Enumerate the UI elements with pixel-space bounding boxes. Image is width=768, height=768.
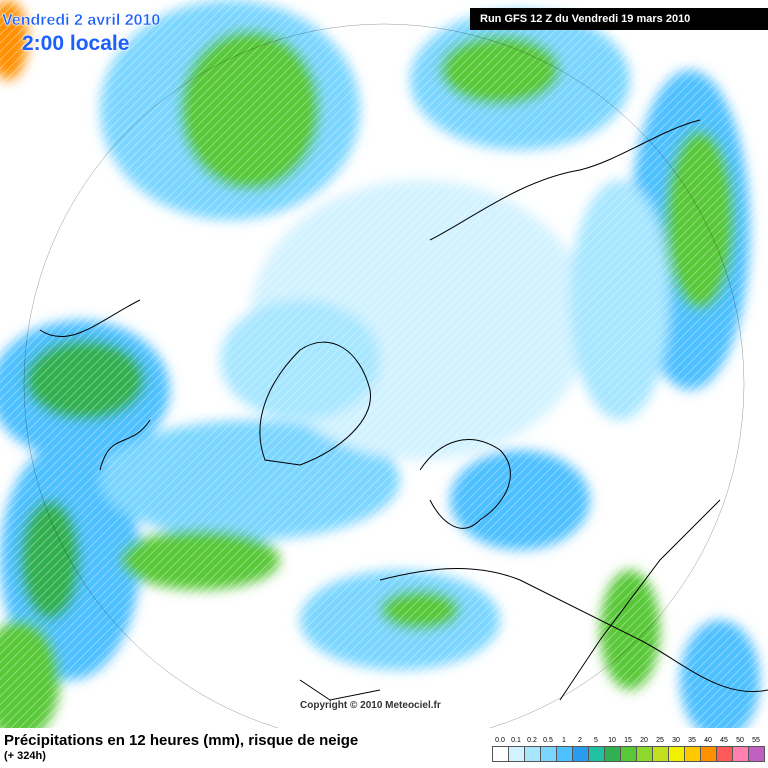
- legend-entry: 25: [652, 737, 669, 762]
- legend-swatch: [604, 746, 621, 762]
- legend-label: 30: [672, 737, 680, 744]
- legend-entry: 45: [716, 737, 733, 762]
- legend-label: 0.0: [495, 737, 505, 744]
- legend-swatch: [748, 746, 765, 762]
- legend-entry: 1: [556, 737, 573, 762]
- legend-entry: 55: [748, 737, 765, 762]
- legend-entry: 50: [732, 737, 749, 762]
- time: 2:00 locale: [22, 32, 130, 55]
- legend-entry: 10: [604, 737, 621, 762]
- map: [0, 0, 768, 728]
- legend-label: 10: [608, 737, 616, 744]
- legend-swatch: [588, 746, 605, 762]
- legend-label: 0.2: [527, 737, 537, 744]
- legend: 0.0 0.1 0.2 0.5 1 2 5 10 15 20 25 30 35 40 45 50 55: [492, 737, 765, 762]
- legend-swatch: [684, 746, 701, 762]
- legend-label: 20: [640, 737, 648, 744]
- legend-entry: 15: [620, 737, 637, 762]
- legend-swatch: [620, 746, 637, 762]
- legend-label: 1: [562, 737, 566, 744]
- legend-entry: 0.1: [508, 737, 525, 762]
- legend-swatch: [716, 746, 733, 762]
- legend-label: 50: [736, 737, 744, 744]
- coastlines: [39, 119, 768, 701]
- legend-label: 25: [656, 737, 664, 744]
- legend-entry: 5: [588, 737, 605, 762]
- legend-entry: 0.5: [540, 737, 557, 762]
- legend-swatch: [700, 746, 717, 762]
- legend-entry: 2: [572, 737, 589, 762]
- legend-entry: 40: [700, 737, 717, 762]
- legend-label: 2: [578, 737, 582, 744]
- legend-entry: 0.2: [524, 737, 541, 762]
- legend-entry: 30: [668, 737, 685, 762]
- footer-title: Précipitations en 12 heures (mm), risque…: [4, 732, 359, 749]
- legend-label: 15: [624, 737, 632, 744]
- legend-swatch: [652, 746, 669, 762]
- legend-swatch: [556, 746, 573, 762]
- legend-label: 5: [594, 737, 598, 744]
- legend-swatch: [508, 746, 525, 762]
- copyright: Copyright © 2010 Meteociel.fr: [300, 700, 441, 711]
- footer-lead: (+ 324h): [4, 750, 46, 762]
- legend-label: 40: [704, 737, 712, 744]
- legend-swatch: [572, 746, 589, 762]
- legend-label: 55: [752, 737, 760, 744]
- legend-label: 0.1: [511, 737, 521, 744]
- legend-swatch: [636, 746, 653, 762]
- legend-entry: 35: [684, 737, 701, 762]
- run-info: Run GFS 12 Z du Vendredi 19 mars 2010: [470, 8, 768, 30]
- date: Vendredi 2 avril 2010: [2, 12, 161, 29]
- legend-swatch: [524, 746, 541, 762]
- legend-entry: 20: [636, 737, 653, 762]
- legend-entry: 0.0: [492, 737, 509, 762]
- legend-swatch: [492, 746, 509, 762]
- legend-swatch: [540, 746, 557, 762]
- legend-label: 0.5: [543, 737, 553, 744]
- legend-swatch: [732, 746, 749, 762]
- legend-swatch: [668, 746, 685, 762]
- legend-label: 35: [688, 737, 696, 744]
- legend-label: 45: [720, 737, 728, 744]
